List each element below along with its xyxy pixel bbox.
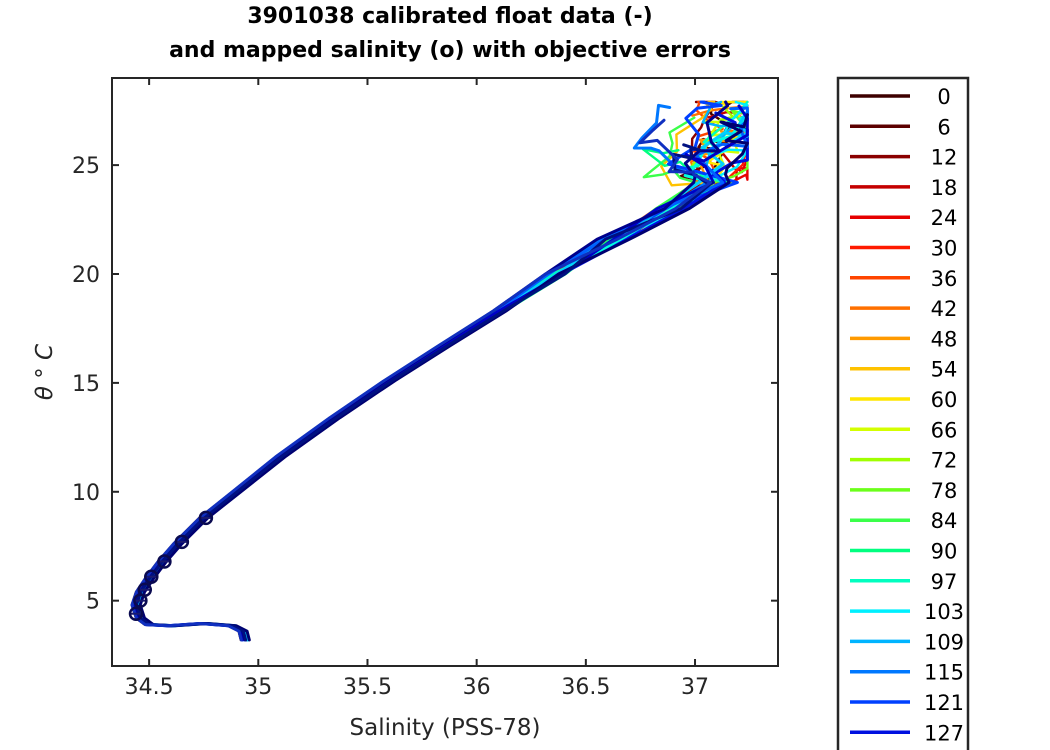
legend-label: 127 — [924, 721, 964, 745]
profile-line — [130, 105, 749, 642]
x-tick-label: 35.5 — [343, 675, 392, 700]
profile-line — [136, 109, 749, 642]
legend-label: 66 — [931, 418, 958, 442]
mapped-salinity-point — [198, 510, 214, 526]
legend-label: 121 — [924, 691, 964, 715]
legend-label: 109 — [924, 630, 964, 654]
legend-label: 90 — [931, 540, 958, 564]
profile-line — [137, 109, 749, 642]
profile-line — [135, 119, 732, 642]
legend-label: 84 — [931, 509, 958, 533]
legend-box — [836, 76, 970, 750]
mapped-salinity-point — [157, 554, 172, 569]
y-tick-label: 25 — [72, 154, 100, 179]
x-axis-label: Salinity (PSS-78) — [350, 715, 541, 741]
axes: 34.5 35 35.5 36 36.5 37 5 10 15 20 25 Salinity (PSS… — [32, 77, 779, 741]
legend-label: 6 — [937, 115, 950, 139]
profile-line — [138, 113, 749, 642]
profile-line — [136, 111, 749, 642]
profile-line — [130, 118, 712, 642]
profile-line — [131, 116, 698, 642]
profile-line — [138, 111, 749, 642]
profile-line — [136, 100, 724, 642]
profile-line — [133, 103, 709, 642]
legend-label: 72 — [931, 449, 958, 473]
chart-title-line-2: and mapped salinity (o) with objective e… — [169, 38, 731, 63]
y-tick-label: 15 — [72, 372, 100, 397]
profile-line — [134, 100, 730, 642]
plot-area — [128, 100, 749, 642]
x-tick-label: 34.5 — [125, 675, 174, 700]
mapped-salinity-point — [144, 569, 159, 584]
chart-title-line-1: 3901038 calibrated float data (-) — [247, 4, 653, 29]
profile-line — [130, 100, 745, 642]
mapped-salinity-point — [137, 582, 153, 598]
profile-line — [138, 100, 749, 642]
profile-line — [134, 100, 717, 642]
legend-label: 24 — [931, 206, 958, 230]
profile-line — [135, 100, 739, 642]
profile-line — [134, 100, 749, 642]
legend-label: 30 — [931, 237, 958, 261]
legend-label: 78 — [931, 479, 958, 503]
profile-line — [136, 100, 749, 642]
profile-line — [134, 120, 740, 642]
legend-label: 48 — [931, 327, 958, 351]
legend-label: 0 — [937, 85, 950, 109]
mapped-salinity-point — [174, 534, 190, 550]
legend-label: 36 — [931, 267, 958, 291]
x-tick-label: 36 — [463, 675, 491, 700]
x-tick-label: 35 — [244, 675, 272, 700]
axes-frame — [111, 77, 779, 667]
legend: 0 6 12 18 24 30 36 42 48 54 60 66 72 78 84 90 97 103 109 11… — [836, 76, 970, 750]
legend-label: 97 — [931, 570, 958, 594]
profile-line — [137, 109, 749, 642]
profiles-group — [128, 100, 749, 642]
profile-line — [131, 104, 749, 642]
profile-line — [138, 105, 738, 642]
legend-label: 42 — [931, 297, 958, 321]
y-axis-label: θ ° C — [32, 344, 58, 400]
profile-line — [136, 157, 749, 642]
legend-label: 115 — [924, 661, 964, 685]
profile-line — [131, 106, 749, 642]
legend-label: 60 — [931, 388, 958, 412]
profile-line — [135, 100, 734, 642]
mapped-salinity-point — [128, 606, 144, 621]
legend-label: 54 — [931, 358, 958, 382]
x-tick-label: 37 — [681, 675, 709, 700]
legend-label: 12 — [931, 146, 958, 170]
y-tick-label: 10 — [72, 481, 100, 506]
y-tick-label: 20 — [72, 263, 100, 288]
y-tick-label: 5 — [86, 590, 100, 615]
legend-label: 103 — [924, 600, 964, 624]
profile-line — [136, 100, 749, 642]
legend-label: 18 — [931, 176, 958, 200]
x-tick-label: 36.5 — [561, 675, 610, 700]
profile-line — [134, 143, 714, 642]
profile-line — [136, 100, 716, 642]
